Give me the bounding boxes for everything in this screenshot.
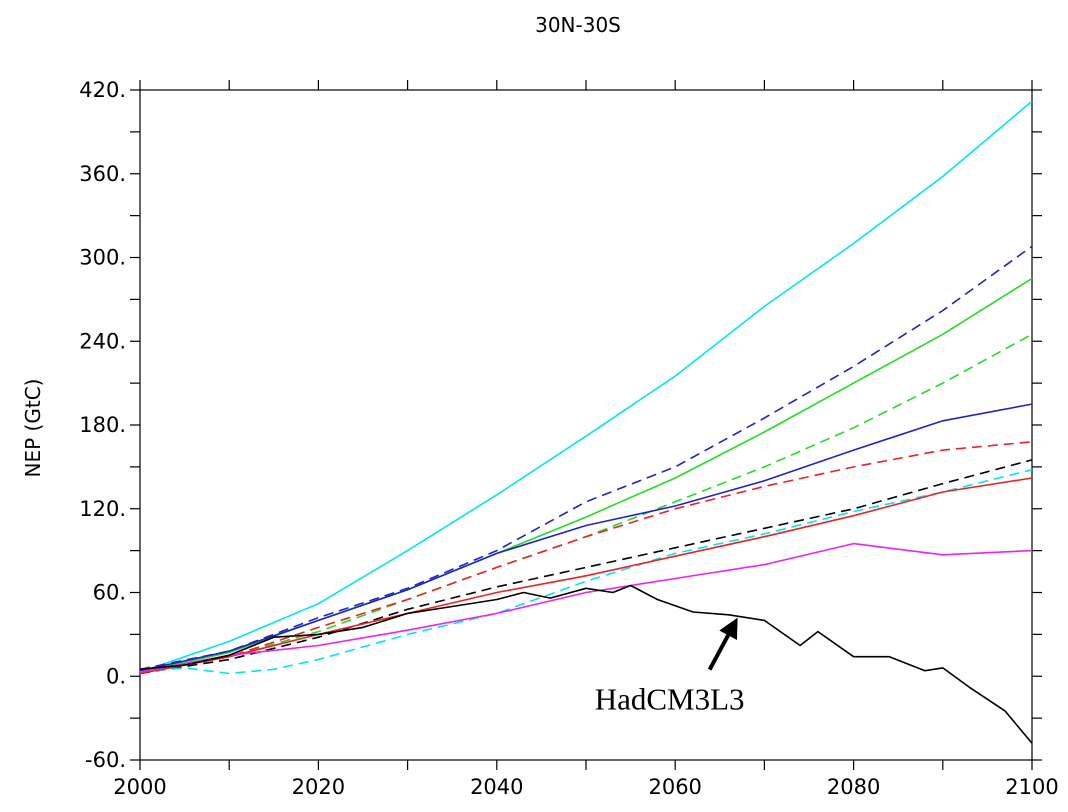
x-tick-label: 2000: [113, 775, 166, 799]
x-tick-label: 2020: [292, 775, 345, 799]
series-line-3: [139, 277, 1033, 673]
y-tick-label: -60.: [85, 748, 126, 772]
series-group: [139, 100, 1033, 744]
y-tick-label: 300.: [79, 246, 126, 270]
series-line-7: [139, 459, 1033, 675]
annotation-label: HadCM3L3: [595, 682, 745, 717]
x-tick-label: 2040: [470, 775, 523, 799]
y-tick-label: 120.: [79, 497, 126, 521]
series-line-1: [139, 100, 1033, 673]
series-line-6: [139, 441, 1033, 675]
axis-ticks: 2000 2020 2040 2060 2080 2100 -60. 0. 60. 120. 180…: [79, 78, 1058, 799]
x-tick-label: 2060: [648, 775, 701, 799]
y-tick-label: 60.: [93, 581, 126, 605]
series-line-10: [139, 542, 1033, 673]
y-tick-label: 0.: [106, 664, 126, 688]
series-line-11: [139, 584, 1033, 744]
x-tick-label: 2080: [827, 775, 880, 799]
annotation-group: HadCM3L3: [595, 617, 745, 717]
chart-title: 30N-30S: [535, 13, 621, 37]
series-line-5: [139, 403, 1033, 672]
y-axis-label: NEP (GtC): [21, 379, 45, 478]
x-tick-label: 2100: [1005, 775, 1058, 799]
y-tick-label: 420.: [79, 78, 126, 102]
annotation-arrow: [707, 634, 730, 671]
y-tick-label: 180.: [79, 413, 126, 437]
annotation-arrow-head: [719, 617, 738, 640]
y-tick-label: 240.: [79, 329, 126, 353]
y-tick-label: 360.: [79, 162, 126, 186]
series-line-8: [139, 468, 1033, 675]
series-line-9: [139, 477, 1033, 675]
